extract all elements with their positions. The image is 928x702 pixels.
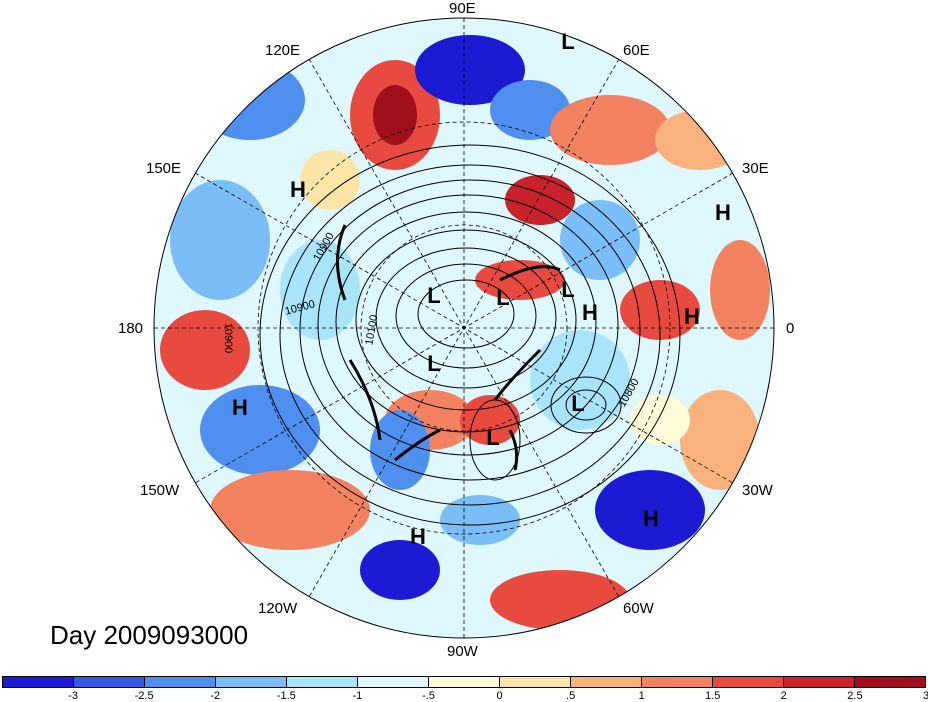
colorbar-tick-label: 1 <box>638 690 645 702</box>
high-pressure-center: H <box>643 506 659 531</box>
colorbar-tick-label: 2.5 <box>847 690 863 702</box>
low-pressure-center: L <box>427 351 441 376</box>
low-pressure-center: L <box>427 283 441 308</box>
low-pressure-center: L <box>496 285 510 310</box>
lon-label-60e: 60E <box>623 42 650 59</box>
lon-label-150e: 150E <box>146 160 182 177</box>
colorbar-tick-label: .5 <box>566 690 576 702</box>
colorbar-cell <box>216 677 287 687</box>
date-label: Day 2009093000 <box>50 620 249 650</box>
low-pressure-center: L <box>486 425 500 450</box>
colorbar-cell <box>571 677 642 687</box>
colorbar-cell <box>642 677 713 687</box>
lon-label-0: 0 <box>786 320 795 337</box>
colorbar-cell <box>784 677 855 687</box>
lon-label-90e: 90E <box>449 0 476 17</box>
low-pressure-center: L <box>561 277 575 302</box>
jet-streaks <box>336 224 561 471</box>
high-pressure-center: H <box>290 177 306 202</box>
colorbar-cell <box>713 677 784 687</box>
lon-label-120e: 120E <box>265 42 301 59</box>
colorbar-cell <box>500 677 571 687</box>
colorbar-tick-label: -1.5 <box>276 690 296 702</box>
colorbar-cell <box>74 677 145 687</box>
low-pressure-center: L <box>571 391 585 416</box>
colorbar-cell <box>287 677 358 687</box>
lon-label-30e: 30E <box>742 160 769 177</box>
lon-label-120w: 120W <box>258 600 298 617</box>
low-pressure-center: L <box>561 29 575 54</box>
lon-label-180: 180 <box>118 320 144 337</box>
colorbar-tick-label: 0 <box>496 690 503 702</box>
lon-label-60w: 60W <box>623 600 654 617</box>
colorbar-tick-label: 3 <box>922 690 928 702</box>
high-pressure-center: H <box>410 524 426 549</box>
contour-label: 10900 <box>222 322 234 354</box>
high-pressure-center: H <box>232 395 248 420</box>
colorbar <box>2 676 926 688</box>
colorbar-tick-label: -2 <box>210 690 221 702</box>
colorbar-tick-label: -2.5 <box>134 690 154 702</box>
colorbar-tick-label: -1 <box>352 690 363 702</box>
lon-label-90w: 90W <box>447 643 478 660</box>
colorbar-tick-label: -3 <box>68 690 78 702</box>
colorbar-tick-label: 2 <box>780 690 787 702</box>
lon-label-150w: 150W <box>140 482 180 499</box>
high-pressure-center: H <box>684 304 700 329</box>
colorbar-tick-label: 1.5 <box>705 690 721 702</box>
colorbar-tick-label: -.5 <box>422 690 435 702</box>
graticule <box>154 18 774 638</box>
map-boundary <box>153 17 775 639</box>
lon-label-30w: 30W <box>742 482 773 499</box>
colorbar-cell <box>358 677 429 687</box>
high-pressure-center: H <box>582 300 598 325</box>
colorbar-cell <box>429 677 500 687</box>
high-pressure-center: H <box>715 200 731 225</box>
colorbar-cell <box>855 677 925 687</box>
height-contours <box>259 144 681 526</box>
colorbar-cell <box>145 677 216 687</box>
colorbar-cell <box>3 677 74 687</box>
